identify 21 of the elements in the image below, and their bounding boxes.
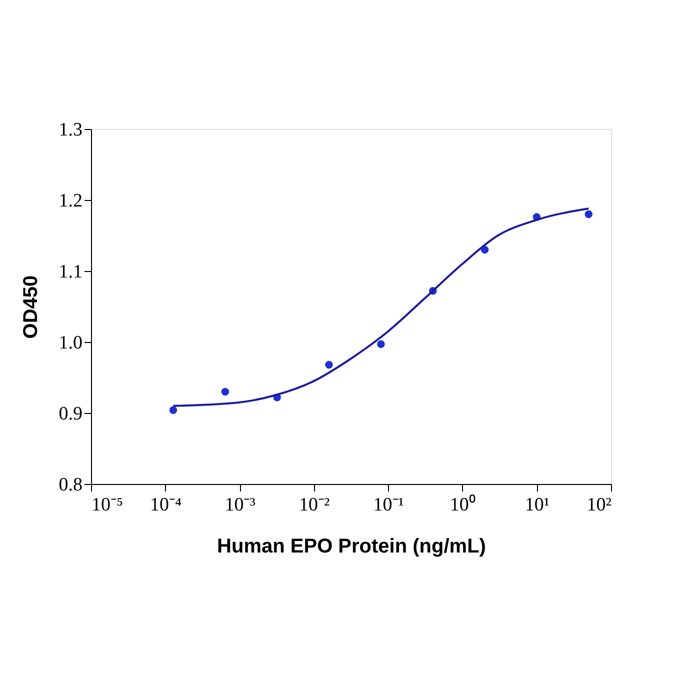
x-tick-label: 10⁻¹ bbox=[373, 494, 404, 516]
x-tick-label: 10¹ bbox=[524, 494, 550, 516]
x-tick-label: 10⁻² bbox=[299, 494, 330, 516]
y-tick-label: 0.9 bbox=[58, 404, 82, 424]
y-tick-label: 1.2 bbox=[58, 190, 82, 212]
x-axis-title: Human EPO Protein (ng/mL) bbox=[217, 536, 486, 558]
y-tick-label: 1.3 bbox=[58, 120, 82, 140]
y-tick-label: 0.8 bbox=[58, 474, 82, 496]
y-tick-label: 1.1 bbox=[58, 262, 82, 282]
x-tick-label: 10⁻⁵ bbox=[92, 494, 124, 516]
x-tick-label: 10⁰ bbox=[450, 494, 476, 516]
point bbox=[584, 210, 593, 218]
y-axis-title: OD450 bbox=[20, 275, 42, 339]
x-tick-label: 10² bbox=[586, 494, 612, 516]
point bbox=[221, 388, 230, 396]
x-tick-label: 10⁻⁴ bbox=[150, 494, 182, 516]
point bbox=[377, 340, 385, 348]
x-tick-label: 10⁻³ bbox=[224, 494, 256, 516]
point bbox=[169, 406, 178, 414]
y-tick-label: 1.0 bbox=[58, 332, 82, 354]
point bbox=[325, 360, 333, 369]
